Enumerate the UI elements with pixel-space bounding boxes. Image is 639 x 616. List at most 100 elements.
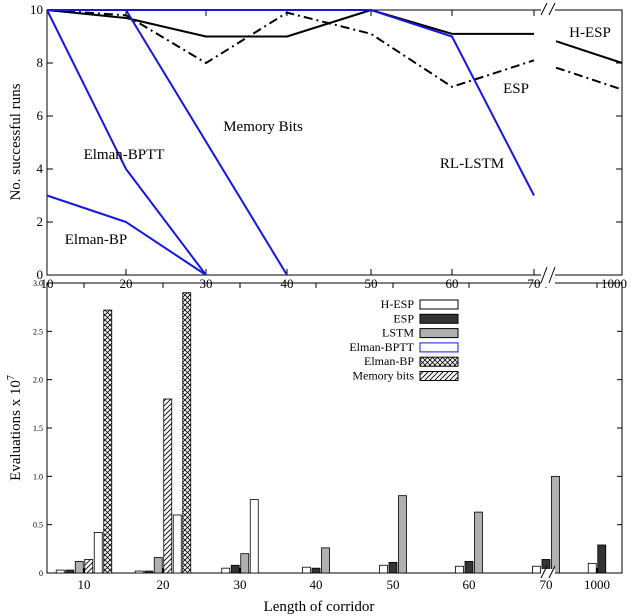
series-label: Elman-BPTT xyxy=(84,147,165,163)
series-label: RL-LSTM xyxy=(440,156,504,172)
y-tick-label: 2 xyxy=(37,214,44,229)
axis-break-slash xyxy=(548,2,556,16)
top-plot-frame xyxy=(46,9,623,276)
legend-swatch xyxy=(419,328,459,339)
bar xyxy=(240,553,250,574)
series-line xyxy=(46,194,207,276)
y-tick-label: 4 xyxy=(37,161,44,176)
x-tick-label: 20 xyxy=(157,577,170,592)
series-line xyxy=(46,9,207,276)
bar xyxy=(134,570,144,574)
legend-swatch xyxy=(419,371,459,381)
x-tick-label: 1000 xyxy=(584,577,610,592)
bar xyxy=(597,544,607,574)
bar xyxy=(249,499,259,574)
bar xyxy=(474,511,483,574)
bar xyxy=(587,562,597,574)
series-line xyxy=(46,9,535,88)
bar xyxy=(153,557,163,574)
y-tick-label: 0 xyxy=(37,267,44,282)
legend-label: Memory bits xyxy=(352,369,414,383)
evaluations-chart: 0 0.5 1.0 1.5 2.0 2.5 3.0 10 20 30 40 50 60 70 1000 H… xyxy=(6,279,623,615)
series-label: ESP xyxy=(503,81,529,97)
legend-swatch xyxy=(419,342,459,353)
y-label-prefix: Evaluations x 10 xyxy=(8,380,24,481)
bar xyxy=(230,564,240,574)
y-tick-label: 2.5 xyxy=(33,327,43,336)
series-line xyxy=(46,9,534,38)
series-label: H-ESP xyxy=(569,25,611,41)
legend-label: H-ESP xyxy=(381,297,415,311)
y-tick-label: 1.0 xyxy=(33,472,43,481)
bar xyxy=(464,561,474,574)
bar xyxy=(172,514,182,574)
legend-label: ESP xyxy=(393,311,414,325)
bar xyxy=(551,475,560,574)
y-tick-label: 10 xyxy=(30,2,43,17)
series-line-after-break xyxy=(555,66,623,91)
bar xyxy=(163,398,173,574)
axis-break-gap-top xyxy=(541,6,555,14)
y-tick-label: 0 xyxy=(39,569,43,578)
bar xyxy=(55,569,65,574)
axis-break-slash xyxy=(540,2,548,16)
bar xyxy=(144,570,154,574)
x-tick-label: 10 xyxy=(78,577,91,592)
x-tick-label: 50 xyxy=(387,577,400,592)
axis-break-slash xyxy=(540,565,548,579)
bar xyxy=(93,532,103,574)
top-series-labels: H-ESP ESP RL-LSTM Memory Bits Elman-BPTT Elma… xyxy=(65,25,611,248)
x-tick-label: 40 xyxy=(310,577,323,592)
axis-break-gap-bottom xyxy=(541,569,555,577)
axis-break-marks xyxy=(540,2,556,579)
bottom-y-axis-label: Evaluations x 107 xyxy=(6,375,24,481)
y-tick-label: 0.5 xyxy=(33,521,43,530)
legend-label: LSTM xyxy=(382,326,414,340)
series-line-after-break xyxy=(555,40,623,64)
legend-label: Elman-BP xyxy=(364,354,414,368)
bar xyxy=(311,567,321,574)
bar xyxy=(455,565,464,574)
bar xyxy=(221,567,231,574)
bar xyxy=(398,495,407,574)
x-tick-label: 60 xyxy=(463,577,476,592)
legend-swatch xyxy=(419,313,459,324)
bottom-y-ticks: 0 0.5 1.0 1.5 2.0 2.5 3.0 xyxy=(33,279,622,578)
bar xyxy=(302,566,311,574)
x-tick-label: 30 xyxy=(234,577,247,592)
bottom-x-axis-label: Length of corridor xyxy=(264,599,375,615)
series-label: Elman-BP xyxy=(65,232,128,248)
y-tick-label: 1.5 xyxy=(33,424,43,433)
top-y-axis-label: No. successful runs xyxy=(8,83,24,200)
axis-break-slash xyxy=(548,266,556,284)
legend-label: Elman-BPTT xyxy=(349,340,414,354)
bar xyxy=(84,559,94,574)
bottom-x-ticks: 10 20 30 40 50 60 70 1000 xyxy=(78,283,610,592)
y-tick-label: 2.0 xyxy=(33,376,43,385)
y-label-exponent: 7 xyxy=(6,375,17,380)
bar xyxy=(379,564,388,574)
bar xyxy=(65,569,75,574)
bar xyxy=(74,561,84,574)
bar xyxy=(321,547,330,574)
x-tick-label: 70 xyxy=(540,577,553,592)
y-tick-label: 8 xyxy=(37,55,44,70)
y-tick-label: 3.0 xyxy=(33,279,43,288)
bar xyxy=(103,309,113,574)
bar xyxy=(182,292,192,574)
bar xyxy=(532,565,541,574)
series-label: Memory Bits xyxy=(223,119,303,135)
axis-break-slash xyxy=(540,266,548,284)
legend-swatch xyxy=(419,356,459,367)
series-line xyxy=(125,9,288,276)
bottom-bars xyxy=(55,292,607,574)
axis-break-slash xyxy=(548,565,556,579)
bar xyxy=(388,561,398,574)
bottom-plot-frame xyxy=(46,282,623,574)
top-series-lines xyxy=(46,9,623,276)
y-tick-label: 6 xyxy=(37,108,44,123)
legend-swatch xyxy=(419,299,459,310)
